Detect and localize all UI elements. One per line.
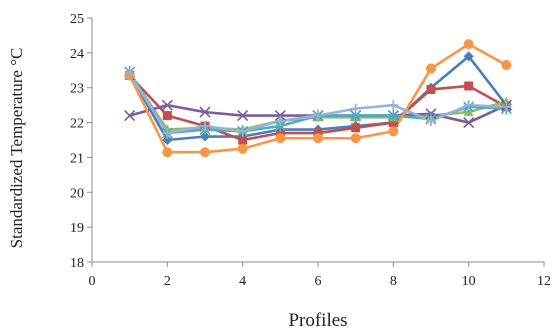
data-point-series-4 bbox=[463, 117, 475, 129]
data-point-series-6 bbox=[275, 133, 286, 144]
data-point-series-2 bbox=[238, 135, 248, 145]
data-point-series-2 bbox=[464, 81, 474, 91]
data-point-series-2 bbox=[351, 123, 361, 133]
data-point-series-7 bbox=[313, 110, 323, 121]
data-point-series-7 bbox=[426, 115, 436, 126]
data-point-series-2 bbox=[426, 84, 436, 94]
data-point-series-6 bbox=[388, 126, 399, 137]
y-tick-label: 25 bbox=[70, 12, 84, 27]
data-point-series-2 bbox=[275, 128, 285, 138]
data-point-series-6 bbox=[350, 133, 361, 144]
data-point-series-5 bbox=[387, 109, 399, 122]
marker-layer bbox=[124, 39, 512, 158]
x-tick-label: 12 bbox=[537, 274, 551, 289]
data-point-series-4 bbox=[161, 99, 173, 111]
series-line-5 bbox=[128, 71, 507, 135]
data-point-series-7 bbox=[388, 100, 399, 111]
data-point-series-2 bbox=[162, 111, 172, 121]
data-point-series-6 bbox=[463, 39, 474, 50]
x-tick-label: 6 bbox=[315, 274, 322, 289]
y-tick-label: 18 bbox=[70, 256, 84, 271]
y-tick-label: 21 bbox=[70, 151, 84, 166]
x-tick-label: 0 bbox=[89, 274, 96, 289]
y-tick-label: 19 bbox=[70, 221, 84, 236]
data-point-series-7 bbox=[200, 121, 210, 132]
data-point-series-1 bbox=[463, 51, 474, 62]
data-point-series-7 bbox=[350, 103, 361, 114]
data-point-series-4 bbox=[274, 110, 286, 122]
data-point-series-7 bbox=[162, 128, 173, 139]
x-tick-label: 4 bbox=[239, 274, 246, 289]
data-point-series-1 bbox=[162, 135, 173, 145]
x-tick-label: 2 bbox=[164, 274, 171, 289]
data-point-series-7 bbox=[501, 101, 512, 112]
series-line-7 bbox=[128, 73, 507, 135]
data-point-series-1 bbox=[200, 131, 210, 142]
y-axis-title: Standardized Temperature °C bbox=[7, 48, 26, 249]
data-point-series-7 bbox=[237, 126, 248, 137]
data-point-series-6 bbox=[200, 147, 210, 158]
data-point-series-4 bbox=[124, 110, 136, 122]
data-point-series-2 bbox=[388, 118, 398, 128]
data-point-series-4 bbox=[237, 110, 249, 122]
x-axis-title: Profiles bbox=[288, 310, 347, 330]
y-tick-label: 20 bbox=[70, 186, 84, 201]
data-point-series-2 bbox=[313, 128, 323, 138]
data-point-series-6 bbox=[313, 133, 323, 144]
data-point-series-6 bbox=[162, 147, 173, 158]
data-point-series-4 bbox=[199, 106, 211, 118]
y-tick-label: 22 bbox=[70, 117, 84, 132]
y-tick-label: 23 bbox=[70, 82, 84, 97]
x-tick-label: 10 bbox=[462, 274, 476, 289]
data-point-series-7 bbox=[124, 68, 135, 79]
data-point-series-6 bbox=[426, 63, 436, 74]
data-point-series-6 bbox=[501, 60, 512, 71]
y-tick-label: 24 bbox=[70, 47, 84, 62]
data-point-series-7 bbox=[463, 100, 474, 111]
data-point-series-7 bbox=[275, 115, 286, 126]
x-tick-label: 8 bbox=[390, 274, 397, 289]
data-point-series-6 bbox=[237, 143, 248, 154]
